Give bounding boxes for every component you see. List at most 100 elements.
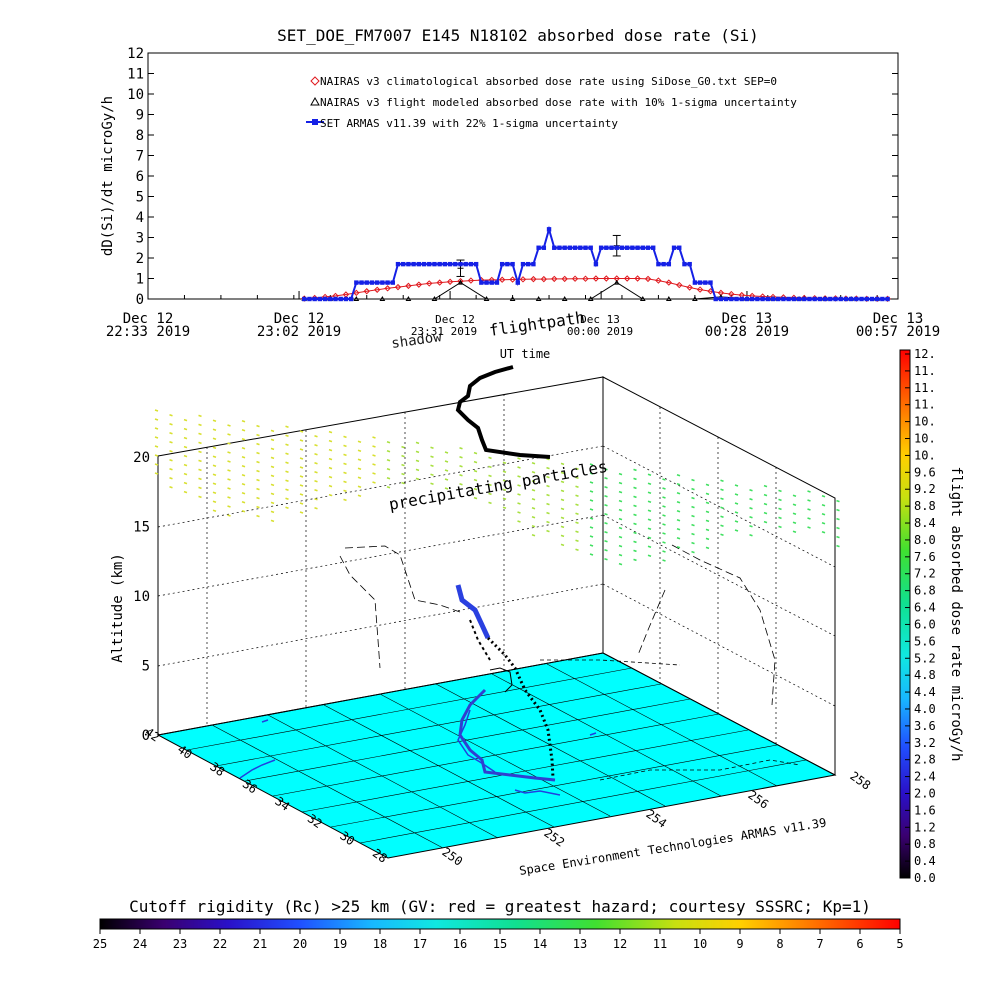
- particle-mark: [299, 484, 304, 487]
- data-point-triangle: [379, 295, 386, 301]
- particle-mark: [198, 477, 202, 481]
- particle-mark: [749, 534, 753, 537]
- rigidity-colorbar-tick-label: 17: [413, 937, 427, 951]
- top-series: [301, 225, 891, 303]
- data-point-diamond: [353, 289, 360, 297]
- data-point-square: [401, 261, 406, 267]
- particle-mark: [792, 521, 797, 524]
- particle-mark: [198, 450, 202, 454]
- particle-mark: [662, 487, 666, 490]
- particle-mark: [314, 462, 318, 465]
- particle-mark: [792, 503, 797, 506]
- particle-mark: [183, 481, 188, 485]
- particle-mark: [807, 490, 811, 493]
- particle-mark: [241, 483, 246, 486]
- rigidity-colorbar: Cutoff rigidity (Rc) >25 km (GV: red = g…: [93, 897, 904, 951]
- particle-mark: [314, 507, 318, 510]
- flight-track-mid: [469, 619, 491, 661]
- particle-mark: [241, 420, 246, 423]
- particle-mark: [604, 495, 608, 498]
- particle-mark: [183, 490, 188, 494]
- particle-mark: [676, 519, 681, 522]
- particle-mark: [357, 458, 362, 461]
- particle-mark: [618, 517, 623, 521]
- particle-mark: [633, 486, 637, 490]
- particle-mark: [343, 498, 347, 502]
- particle-mark: [589, 517, 594, 520]
- precipitating-particles: [154, 409, 840, 566]
- particle-mark: [647, 554, 652, 557]
- particle-mark: [836, 517, 840, 521]
- dose-colorbar-tick-label: 0.8: [914, 837, 936, 851]
- particle-mark: [169, 441, 173, 444]
- data-point-square: [661, 261, 666, 267]
- particle-mark: [198, 432, 202, 436]
- data-point-square: [729, 296, 734, 302]
- particle-mark: [633, 477, 637, 481]
- particle-mark: [270, 447, 275, 451]
- particle-mark: [546, 520, 550, 524]
- particle-mark: [836, 526, 840, 530]
- latitude-tick-label: 34: [272, 794, 292, 814]
- particle-mark: [212, 482, 217, 485]
- data-point-square: [390, 280, 395, 285]
- particle-mark: [763, 502, 768, 506]
- particle-mark: [328, 448, 333, 452]
- particle-mark: [546, 493, 550, 497]
- particle-mark: [560, 507, 565, 511]
- data-point-square: [374, 280, 380, 285]
- data-point-triangle: [665, 295, 672, 301]
- particle-mark: [662, 505, 666, 508]
- top-y-tick-label: 11: [127, 67, 144, 83]
- particle-mark: [749, 489, 753, 492]
- particle-mark: [227, 514, 231, 517]
- top-y-tick-label: 5: [136, 190, 144, 206]
- dose-colorbar-tick-label: 0.4: [914, 854, 936, 868]
- data-point-square: [630, 245, 635, 250]
- data-point-square: [854, 296, 859, 302]
- dose-colorbar-tick-label: 11.: [914, 398, 936, 412]
- particle-mark: [575, 548, 579, 551]
- rigidity-colorbar-tick-label: 15: [493, 937, 507, 951]
- particle-mark: [285, 488, 289, 491]
- particle-mark: [662, 532, 666, 535]
- top-y-tick-label: 9: [136, 108, 144, 124]
- particle-mark: [560, 480, 565, 484]
- particle-mark: [604, 477, 608, 480]
- ground-grid: [186, 663, 807, 849]
- rigidity-colorbar-tick-label: 8: [776, 937, 783, 951]
- particle-mark: [589, 535, 594, 538]
- latitude-tick-label: 28: [370, 846, 390, 866]
- particle-mark: [314, 471, 318, 474]
- particle-mark: [401, 445, 405, 449]
- particle-mark: [241, 429, 246, 432]
- particle-mark: [299, 475, 304, 478]
- particle-mark: [662, 541, 666, 544]
- dose-colorbar-tick-label: 10.: [914, 432, 936, 446]
- particle-mark: [575, 530, 579, 533]
- data-point-square: [671, 245, 677, 250]
- particle-mark: [807, 526, 811, 529]
- particle-mark: [386, 486, 391, 489]
- particle-mark: [647, 491, 652, 494]
- data-point-square: [588, 245, 593, 250]
- particle-mark: [734, 520, 739, 523]
- data-point-diamond: [603, 275, 610, 282]
- particle-mark: [372, 481, 376, 484]
- particle-mark: [604, 504, 608, 507]
- particle-mark: [314, 498, 318, 501]
- particle-mark: [386, 477, 391, 480]
- data-point-diamond: [592, 275, 600, 282]
- particle-mark: [227, 424, 231, 427]
- particle-mark: [299, 430, 304, 433]
- data-point-square: [552, 245, 557, 250]
- particle-mark: [763, 520, 768, 524]
- data-point-diamond: [696, 286, 704, 293]
- longitude-tick-label: 258: [847, 769, 873, 793]
- data-point-square: [567, 245, 573, 250]
- particle-mark: [314, 435, 318, 438]
- particle-mark: [473, 487, 478, 491]
- data-point-diamond: [519, 276, 527, 283]
- particle-mark: [618, 499, 623, 503]
- data-point-diamond: [405, 282, 412, 290]
